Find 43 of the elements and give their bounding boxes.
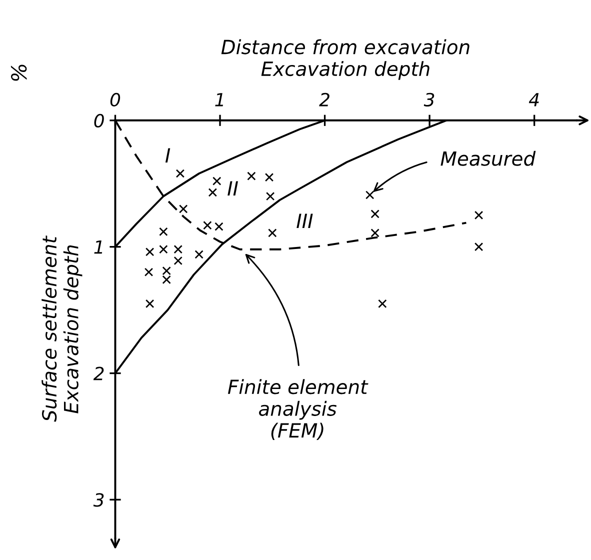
point — [159, 244, 168, 254]
point — [266, 192, 275, 201]
x-tick-label: 0 — [110, 92, 120, 106]
y-tick-label: 0 — [94, 114, 104, 128]
point — [162, 275, 171, 284]
annotation: I — [165, 148, 170, 162]
x-axis-title: Distance from excavation Excavation depth — [221, 39, 470, 80]
point — [214, 222, 224, 231]
y-tick-label: 2 — [93, 366, 104, 380]
point — [474, 210, 484, 220]
point — [145, 248, 154, 256]
point — [176, 169, 185, 178]
point — [174, 244, 182, 254]
point — [370, 228, 380, 238]
point — [159, 227, 168, 236]
point — [174, 256, 182, 266]
point — [203, 220, 212, 230]
point — [264, 172, 274, 182]
x-tick-label: 2 — [319, 92, 330, 106]
point — [145, 299, 154, 308]
y-tick-label: 3 — [93, 493, 104, 507]
point — [212, 176, 222, 186]
annotation: II — [228, 181, 238, 196]
y2-axis-title: % — [10, 64, 27, 81]
y-tick-label: 1 — [94, 240, 102, 254]
annotation: Finite element analysis (FEM) — [228, 379, 368, 440]
point — [144, 268, 154, 276]
x-tick-label: 1 — [215, 93, 224, 106]
x-tick-label: 4 — [528, 93, 539, 106]
point — [268, 228, 277, 238]
point — [365, 190, 374, 200]
point — [370, 210, 380, 218]
annotation: III — [296, 214, 313, 228]
x-tick-label: 3 — [424, 92, 434, 106]
point — [194, 250, 204, 259]
annotation: Measured — [440, 150, 536, 166]
point — [378, 299, 387, 308]
y-axis-title: Surface settlement Excavation depth — [42, 235, 82, 422]
point — [208, 188, 218, 197]
point — [247, 172, 256, 180]
point — [162, 266, 171, 276]
point — [474, 242, 484, 252]
point — [178, 204, 188, 214]
